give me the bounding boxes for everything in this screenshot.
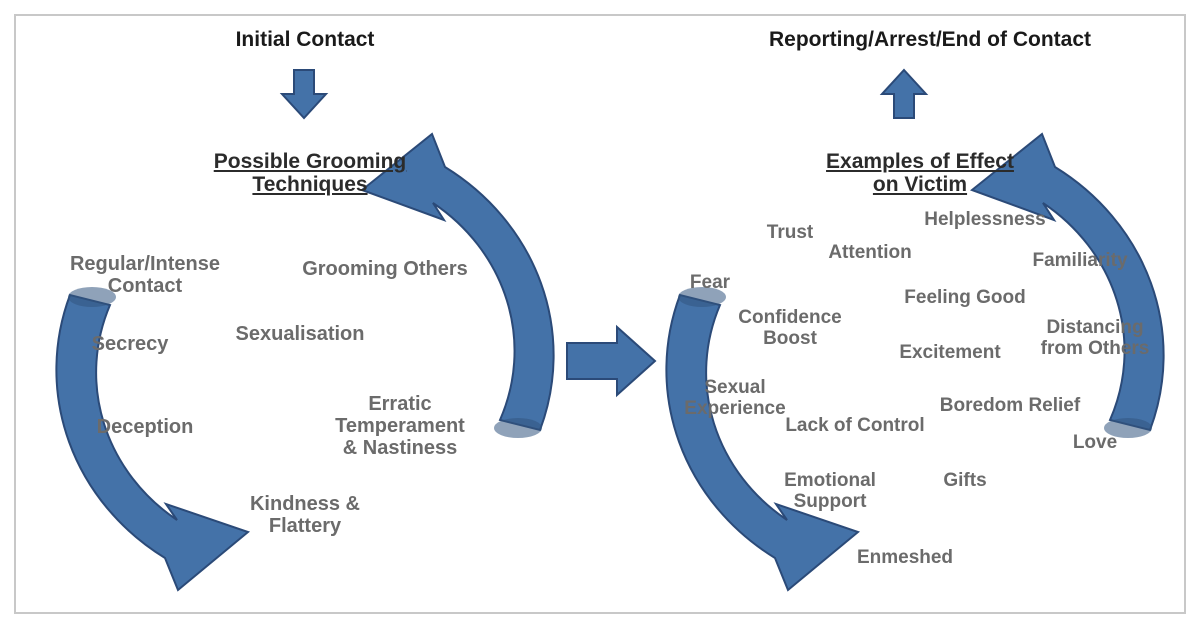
diagram-canvas: Initial Contact Reporting/Arrest/End of … [0,0,1200,628]
heading-reporting-end: Reporting/Arrest/End of Contact [720,28,1140,51]
heading-initial-contact: Initial Contact [180,28,430,51]
arrow-right-icon [565,325,657,397]
left-cycle-term: Kindness & Flattery [215,493,395,537]
left-cycle-term: Sexualisation [210,323,390,345]
right-cycle-term: Excitement [860,343,1040,364]
arrow-up-icon [880,68,928,120]
right-cycle-term: Gifts [875,471,1055,492]
right-cycle-term: Sexual Experience [645,378,825,420]
right-cycle-term: Attention [780,243,960,264]
right-cycle-term: Love [1005,433,1185,454]
right-cycle-term: Feeling Good [875,288,1055,309]
right-cycle-title: Examples of Effect on Victim [805,150,1035,196]
left-cycle-term: Deception [55,416,235,438]
left-cycle-title: Possible Grooming Techniques [195,150,425,196]
left-cycle-term: Secrecy [40,333,220,355]
right-cycle-term: Lack of Control [765,416,945,437]
right-cycle-term: Enmeshed [815,548,995,569]
right-cycle-term: Confidence Boost [700,308,880,350]
right-cycle-term: Boredom Relief [920,396,1100,417]
right-cycle-term: Helplessness [895,210,1075,231]
right-cycle-term: Familiarity [990,251,1170,272]
arrow-down-icon [280,68,328,120]
left-cycle-term: Grooming Others [295,258,475,280]
right-cycle-term: Fear [620,273,800,294]
left-cycle-term: Regular/Intense Contact [55,253,235,297]
right-cycle-term: Trust [700,223,880,244]
left-cycle-term: Erratic Temperament & Nastiness [310,393,490,459]
